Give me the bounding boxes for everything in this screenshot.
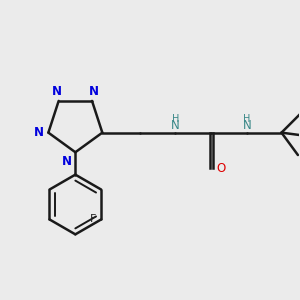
Text: N: N	[34, 126, 44, 139]
Text: N: N	[62, 155, 72, 168]
Text: H: H	[244, 114, 251, 124]
Text: O: O	[217, 162, 226, 175]
Text: N: N	[243, 119, 251, 132]
Text: F: F	[90, 214, 96, 224]
Text: N: N	[51, 85, 62, 98]
Text: N: N	[171, 119, 180, 132]
Text: H: H	[172, 114, 179, 124]
Text: N: N	[89, 85, 99, 98]
